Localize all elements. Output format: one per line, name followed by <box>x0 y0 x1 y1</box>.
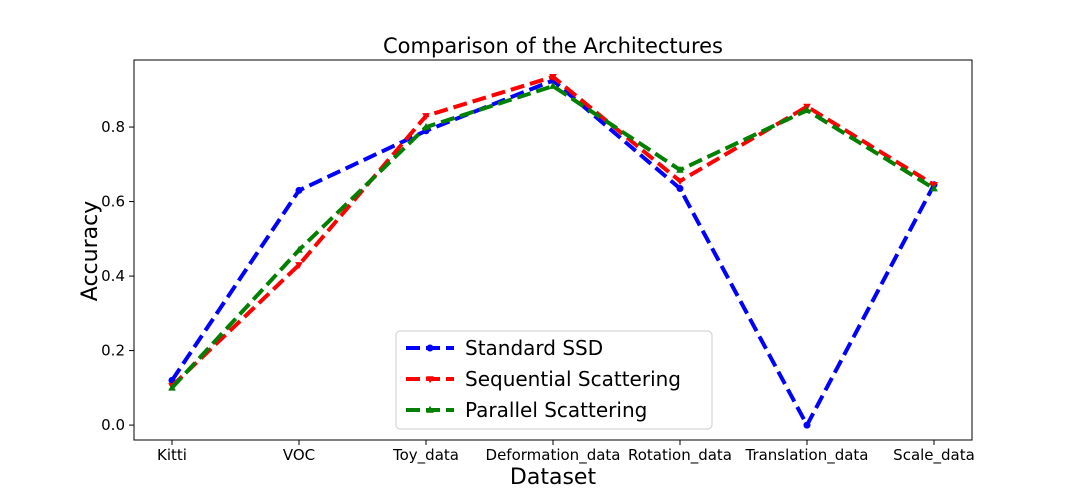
x-tick-label: Rotation_data <box>628 446 732 465</box>
legend: Standard SSD Sequential Scattering Paralle… <box>395 330 713 430</box>
data-point-0-1 <box>295 186 303 194</box>
data-point-0-5 <box>803 421 811 429</box>
x-tick-label: Toy_data <box>392 446 459 465</box>
chart-title: Comparison of the Architectures <box>383 34 723 58</box>
legend-marker-0 <box>426 344 434 352</box>
x-tick-label: Translation_data <box>744 446 868 465</box>
legend-marker-2 <box>426 405 434 413</box>
x-ticks: Kitti VOC Toy_data Deformation_data Rotation… <box>157 440 975 465</box>
data-point-2-0 <box>168 383 176 391</box>
x-tick-label: VOC <box>283 446 315 464</box>
data-point-1-2 <box>422 113 430 121</box>
y-tick-label: 0.0 <box>101 416 125 434</box>
y-tick-label: 0.8 <box>101 118 125 136</box>
legend-label-1: Sequential Scattering <box>465 367 681 391</box>
y-ticks: 0.0 0.2 0.4 0.6 0.8 <box>101 118 134 434</box>
x-tick-label: Kitti <box>157 446 187 464</box>
data-point-1-4 <box>676 178 684 186</box>
legend-marker-1 <box>426 376 434 384</box>
data-point-2-2 <box>422 122 430 130</box>
data-point-2-5 <box>803 106 811 114</box>
data-point-2-6 <box>930 184 938 192</box>
legend-label-2: Parallel Scattering <box>465 398 647 422</box>
x-axis-label: Dataset <box>510 465 597 490</box>
y-axis-label: Accuracy <box>78 201 103 301</box>
data-point-2-1 <box>295 245 303 253</box>
x-tick-label: Deformation_data <box>486 446 621 465</box>
y-tick-label: 0.4 <box>101 267 125 285</box>
data-point-2-4 <box>676 165 684 173</box>
data-point-1-3 <box>549 73 557 81</box>
series-layer <box>168 73 938 429</box>
y-tick-label: 0.6 <box>101 193 125 211</box>
data-point-0-4 <box>676 185 684 193</box>
legend-box <box>395 330 713 430</box>
data-point-1-1 <box>295 262 303 270</box>
data-point-2-3 <box>549 81 557 89</box>
legend-label-0: Standard SSD <box>465 336 603 360</box>
y-tick-label: 0.2 <box>101 342 125 360</box>
x-tick-label: Scale_data <box>893 446 975 465</box>
